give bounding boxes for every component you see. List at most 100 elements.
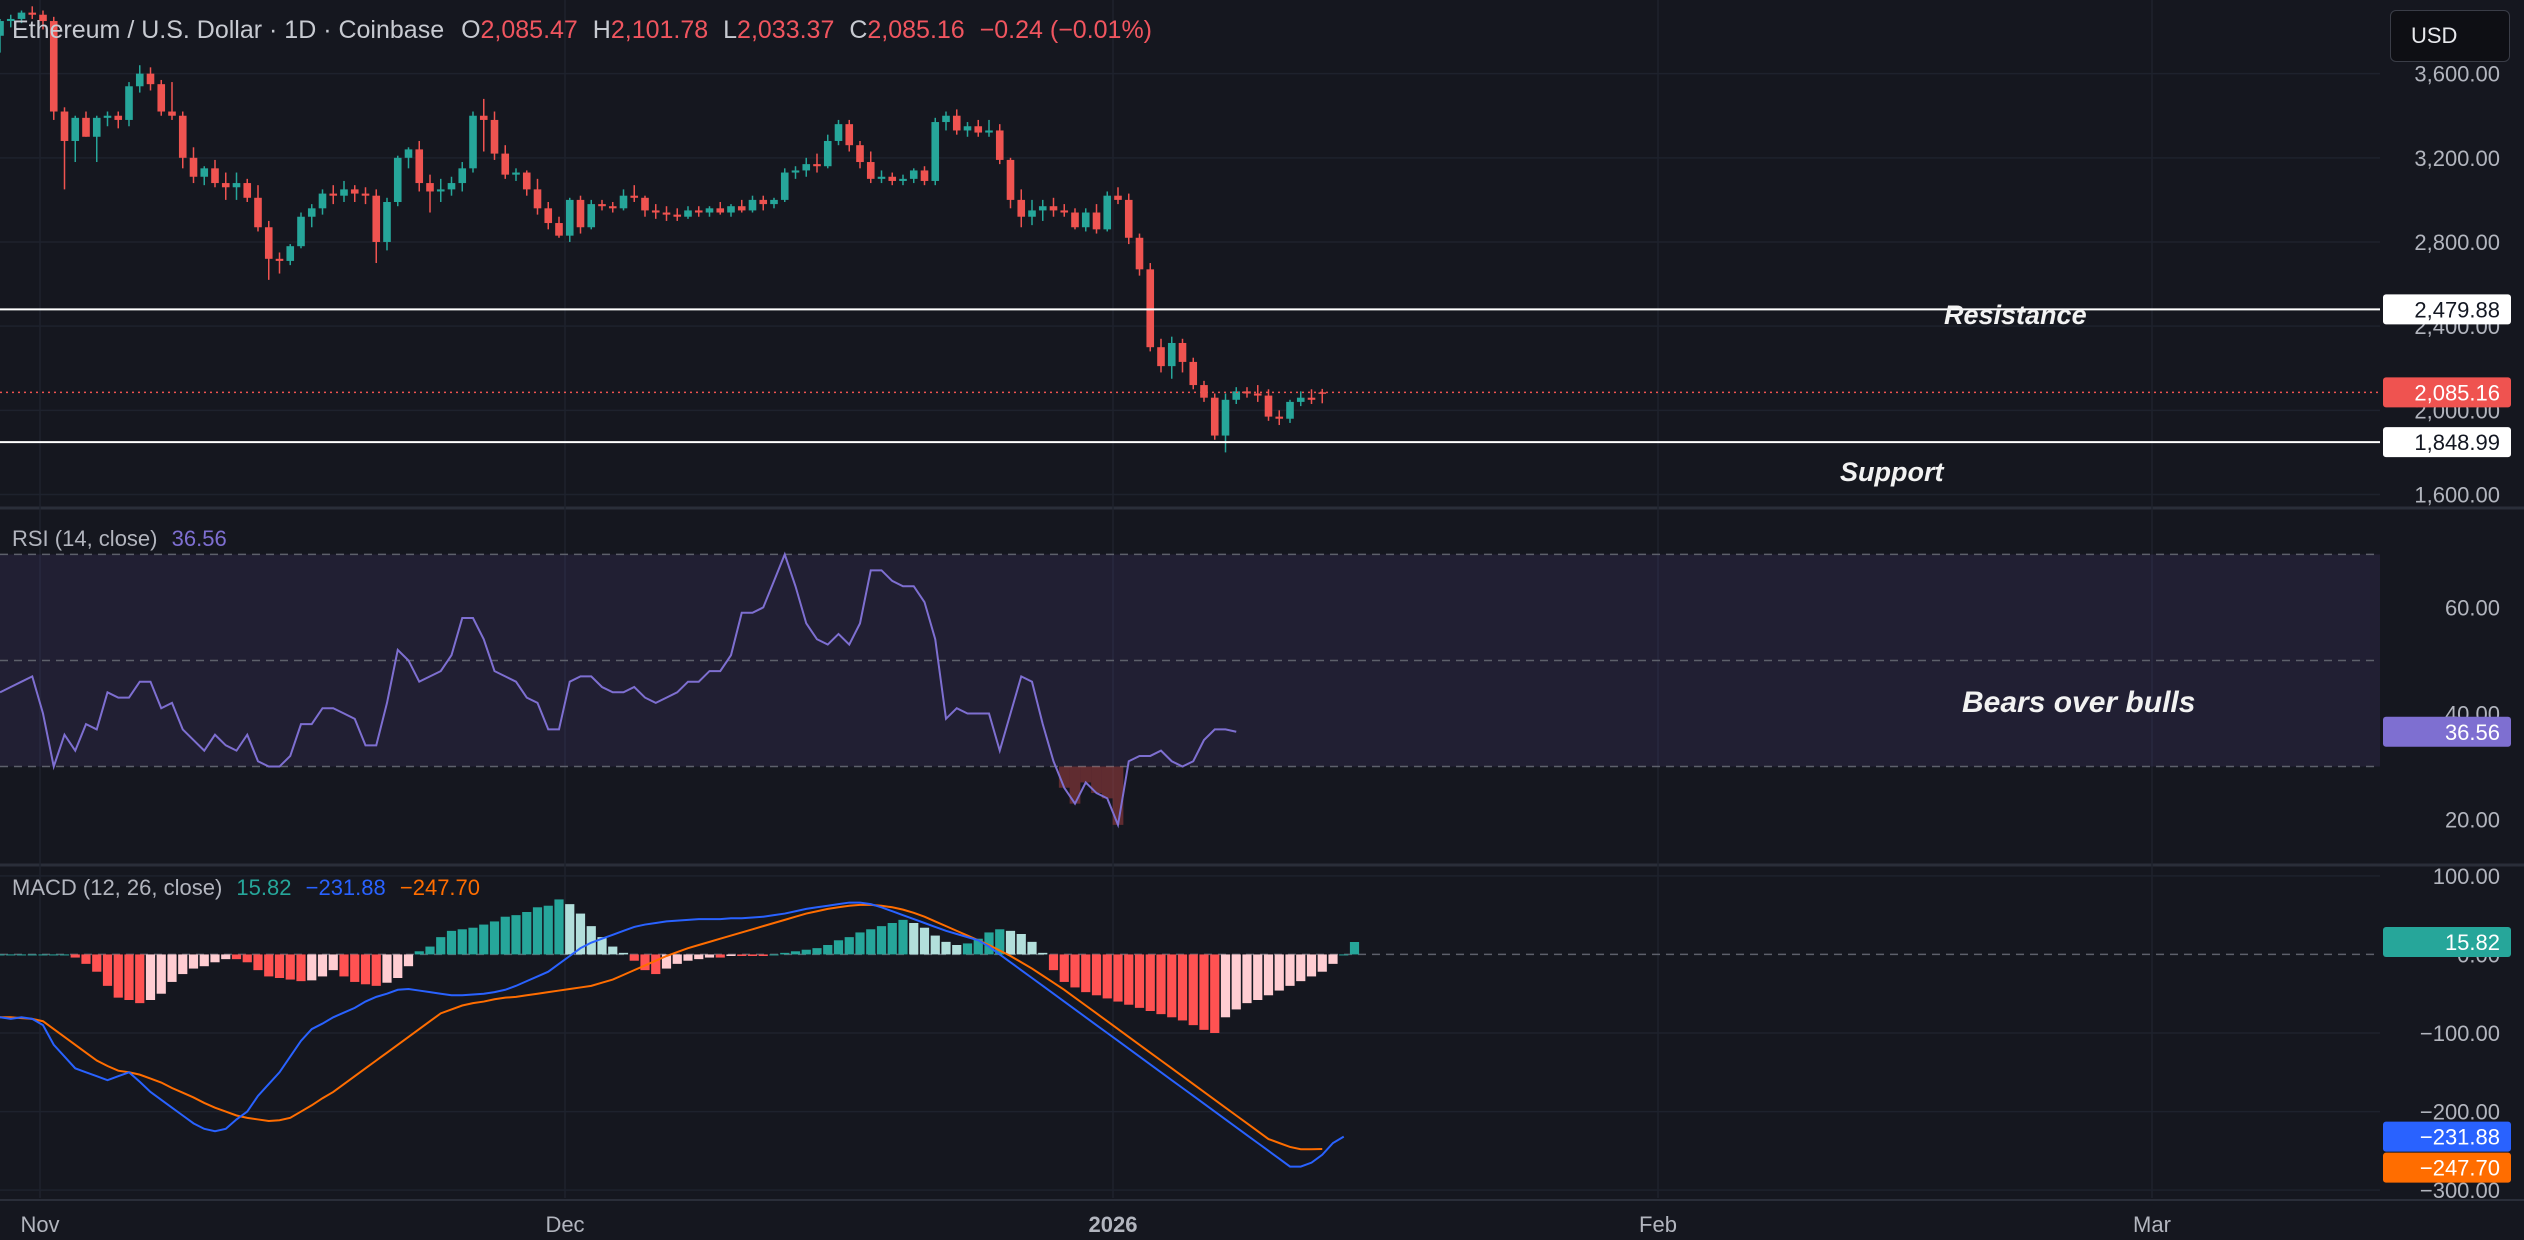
candle-body [512, 172, 520, 175]
macd-histogram-bar [683, 954, 693, 961]
candle-body [555, 223, 563, 236]
macd-histogram-bar [823, 945, 833, 955]
macd-histogram-bar [1070, 954, 1080, 988]
candle-body [1114, 195, 1122, 200]
macd-histogram-bar [1091, 954, 1102, 996]
close-value: 2,085.16 [867, 16, 965, 44]
macd-histogram-bar [876, 926, 887, 955]
candle-body [974, 126, 983, 133]
currency-button[interactable]: USD [2390, 10, 2510, 62]
macd-histogram-bar [554, 899, 564, 955]
macd-histogram-bar [715, 954, 725, 958]
candle-body [619, 195, 628, 209]
macd-histogram-bar [737, 954, 747, 956]
candle-body [60, 111, 69, 141]
candle-body [576, 199, 585, 228]
resistance-annotation: Resistance [1944, 300, 2087, 330]
candle-body [608, 206, 617, 209]
macd-histogram-bar [758, 954, 768, 956]
open-value: 2,085.47 [480, 16, 578, 44]
macd-histogram-bar [178, 954, 188, 975]
macd-histogram-bar [0, 954, 5, 956]
macd-histogram-bar [135, 954, 145, 1004]
candle-body [641, 197, 649, 211]
macd-histogram-bar [952, 945, 962, 955]
macd-histogram-bar [833, 940, 844, 955]
macd-histogram-bar [167, 954, 177, 982]
macd-histogram-bar [425, 946, 435, 955]
macd-histogram-bar [575, 913, 586, 955]
macd-signal-line [0, 903, 1323, 1151]
candle-body [1253, 393, 1262, 396]
candle-body [125, 86, 133, 120]
high-label: H [592, 16, 611, 44]
change-value: −0.24 (−0.01%) [979, 16, 1153, 44]
macd-histogram-bar [747, 954, 758, 956]
macd-histogram-bar [59, 954, 70, 956]
candle-body [705, 208, 714, 213]
macd-histogram-bar [543, 905, 553, 955]
candle-body [243, 183, 252, 198]
candle-body [92, 117, 101, 137]
candle-body [275, 258, 284, 261]
macd-histogram-bar [855, 932, 865, 955]
macd-tick-label: 100.00 [2433, 864, 2500, 889]
candle-body [49, 21, 58, 112]
rsi-tick-label: 60.00 [2445, 595, 2500, 620]
candle-body [1189, 361, 1198, 386]
rsi-annotation: Bears over bulls [1962, 686, 2196, 719]
candle-body [931, 122, 940, 181]
macd-legend[interactable]: MACD (12, 26, close) 15.82 −231.88 −247.… [12, 875, 480, 901]
candle-body [82, 117, 90, 137]
candle-body [920, 170, 929, 181]
macd-histogram-bar [618, 952, 629, 955]
macd-histogram-bar [27, 954, 37, 956]
macd-histogram-bar [16, 954, 27, 956]
macd-histogram-bar [1306, 954, 1317, 977]
candle-body [899, 178, 907, 181]
macd-histogram-bar [726, 954, 736, 956]
low-value: 2,033.37 [737, 16, 835, 44]
candle-body [942, 115, 950, 123]
candle-body [963, 126, 972, 131]
candle-body [813, 164, 821, 167]
candle-body [1071, 212, 1079, 228]
candle-body [780, 172, 789, 200]
candle-body [985, 130, 993, 133]
macd-histogram-bar [919, 927, 930, 955]
rsi-legend[interactable]: RSI (14, close) 36.56 [12, 526, 227, 552]
candle-body [1049, 206, 1058, 211]
macd-histogram-bar [1253, 954, 1263, 1000]
candle-body [845, 124, 854, 146]
candle-body [178, 115, 187, 158]
candle-body [1028, 210, 1036, 217]
candle-body [1275, 416, 1284, 419]
macd-histogram-bar [565, 904, 575, 955]
candle-body [1264, 395, 1273, 417]
candle-body [1286, 401, 1294, 419]
macd-histogram-bar [1349, 941, 1360, 955]
candle-body [1221, 399, 1230, 436]
open-label: O [461, 16, 481, 44]
candle-body [415, 149, 424, 184]
candle-body [168, 111, 176, 116]
candle-body [361, 193, 370, 196]
candle-body [6, 18, 15, 22]
macd-histogram-bar [1177, 954, 1188, 1021]
candle-body [189, 157, 198, 177]
candle-body [1200, 385, 1208, 398]
macd-histogram-bar [790, 951, 801, 955]
macd-histogram-bar [264, 954, 274, 977]
macd-histogram-bar [995, 929, 1005, 955]
macd-histogram-bar [930, 935, 940, 955]
candle-body [1243, 391, 1251, 394]
macd-histogram-bar [102, 954, 113, 986]
candle-body [1060, 210, 1069, 213]
candle-body [856, 145, 864, 163]
macd-histogram-bar [231, 954, 242, 960]
candle-body [888, 176, 897, 181]
candle-body [458, 168, 467, 184]
candle-body [1178, 342, 1187, 362]
macd-histogram-bar [984, 932, 994, 955]
macd-histogram-bar [769, 954, 779, 956]
